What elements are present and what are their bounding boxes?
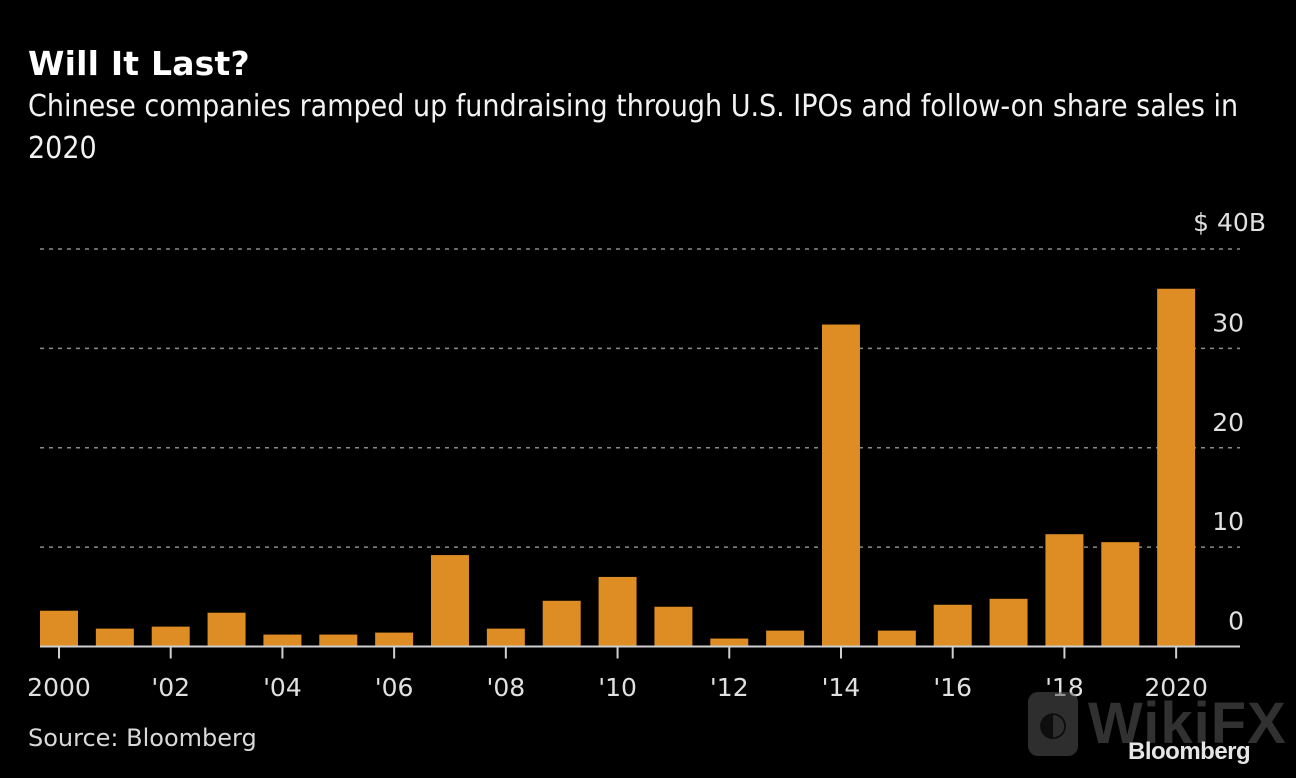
bar-2020: [1157, 288, 1196, 647]
x-tick-label: '10: [598, 673, 637, 702]
bar-2011: [654, 606, 693, 647]
bar-2006: [375, 632, 414, 647]
chart-subtitle: Chinese companies ramped up fundraising …: [28, 89, 1239, 166]
x-tick-label: '16: [933, 673, 972, 702]
bar-2018: [1045, 534, 1084, 647]
y-tick-label: 20: [1212, 408, 1244, 437]
y-tick-labels: 0 10 20 30 $ 40B: [1193, 208, 1266, 636]
bar-2010: [598, 576, 637, 647]
chart-title: Will It Last?: [28, 44, 250, 83]
bar-2002: [151, 626, 190, 647]
bar-2004: [263, 634, 302, 647]
bar-2013: [766, 630, 805, 647]
x-tick-label: '08: [487, 673, 526, 702]
bar-2009: [542, 600, 581, 647]
eagle-logo-icon: ◐: [1028, 691, 1078, 756]
x-tick-label: '14: [822, 673, 861, 702]
x-tick-label: 2020: [1144, 673, 1208, 702]
x-tick-label: '12: [710, 673, 749, 702]
bar-2012: [710, 638, 749, 647]
bar-2008: [486, 628, 525, 647]
bar-2014: [822, 324, 860, 647]
x-tick-label: '04: [263, 673, 302, 702]
bar-2019: [1101, 542, 1140, 647]
bar-2015: [877, 630, 916, 647]
wikifx-watermark: ◐ WikiFX: [1028, 690, 1287, 757]
bar-2001: [95, 628, 134, 647]
bar-2007: [431, 555, 469, 647]
bloomberg-logo: Bloomberg: [1128, 738, 1251, 765]
watermark-text: WikiFX: [1088, 691, 1287, 756]
x-tick-label: 2000: [27, 673, 91, 702]
y-tick-label: 10: [1212, 507, 1244, 536]
bar-2017: [989, 598, 1028, 647]
bar-2016: [933, 604, 972, 647]
bar-2000: [40, 610, 78, 647]
bar-2005: [319, 634, 358, 647]
x-tick-labels: 2000'02'04'06'08'10'12'14'16'18 2020: [27, 673, 1208, 702]
x-axis: [40, 645, 1240, 659]
y-tick-label: 30: [1212, 308, 1244, 337]
y-tick-label: 0: [1228, 607, 1244, 636]
bars: [40, 288, 1196, 647]
x-tick-label: '02: [151, 673, 190, 702]
y-unit-label: $ 40B: [1193, 208, 1266, 237]
gridlines: [40, 248, 1240, 548]
bar-2003: [207, 612, 246, 647]
source-note: Source: Bloomberg: [28, 724, 257, 752]
x-tick-label: '06: [375, 673, 414, 702]
